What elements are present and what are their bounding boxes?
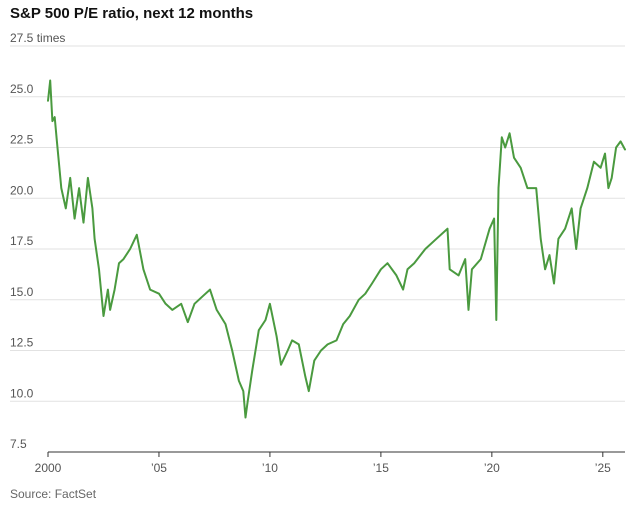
x-axis: 2000 ’05 ’10 ’15 ’20 ’25: [35, 451, 625, 475]
series-group: [47, 79, 626, 419]
pe-ratio-line: [47, 79, 626, 419]
chart-source: Source: FactSet: [10, 487, 97, 501]
x-tick-label: ’20: [484, 461, 500, 475]
y-tick-label: 10.0: [10, 386, 34, 400]
line-chart: 7.5 10.0 12.5 15.0 17.5 20.0 22.5 25.0 27.5 time…: [10, 31, 626, 475]
chart-title: S&P 500 P/E ratio, next 12 months: [10, 5, 254, 22]
y-tick-label: 7.5: [10, 437, 27, 451]
y-tick-label: 15.0: [10, 285, 34, 299]
gridlines: [10, 45, 625, 402]
y-axis-labels: 7.5 10.0 12.5 15.0 17.5 20.0 22.5 25.0 27.5 time…: [10, 31, 65, 451]
x-tick-label: ’05: [151, 461, 167, 475]
y-tick-label: 22.5: [10, 133, 34, 147]
y-tick-label: 12.5: [10, 336, 34, 350]
x-tick-label: 2000: [35, 461, 62, 475]
y-tick-label: 25.0: [10, 82, 34, 96]
x-tick-label: ’25: [595, 461, 611, 475]
y-tick-label: 17.5: [10, 234, 34, 248]
x-tick-label: ’15: [373, 461, 389, 475]
x-tick-label: ’10: [262, 461, 278, 475]
y-unit-suffix: times: [33, 31, 65, 45]
y-tick-label: 27.5 times: [10, 31, 65, 45]
y-tick-label: 20.0: [10, 183, 34, 197]
